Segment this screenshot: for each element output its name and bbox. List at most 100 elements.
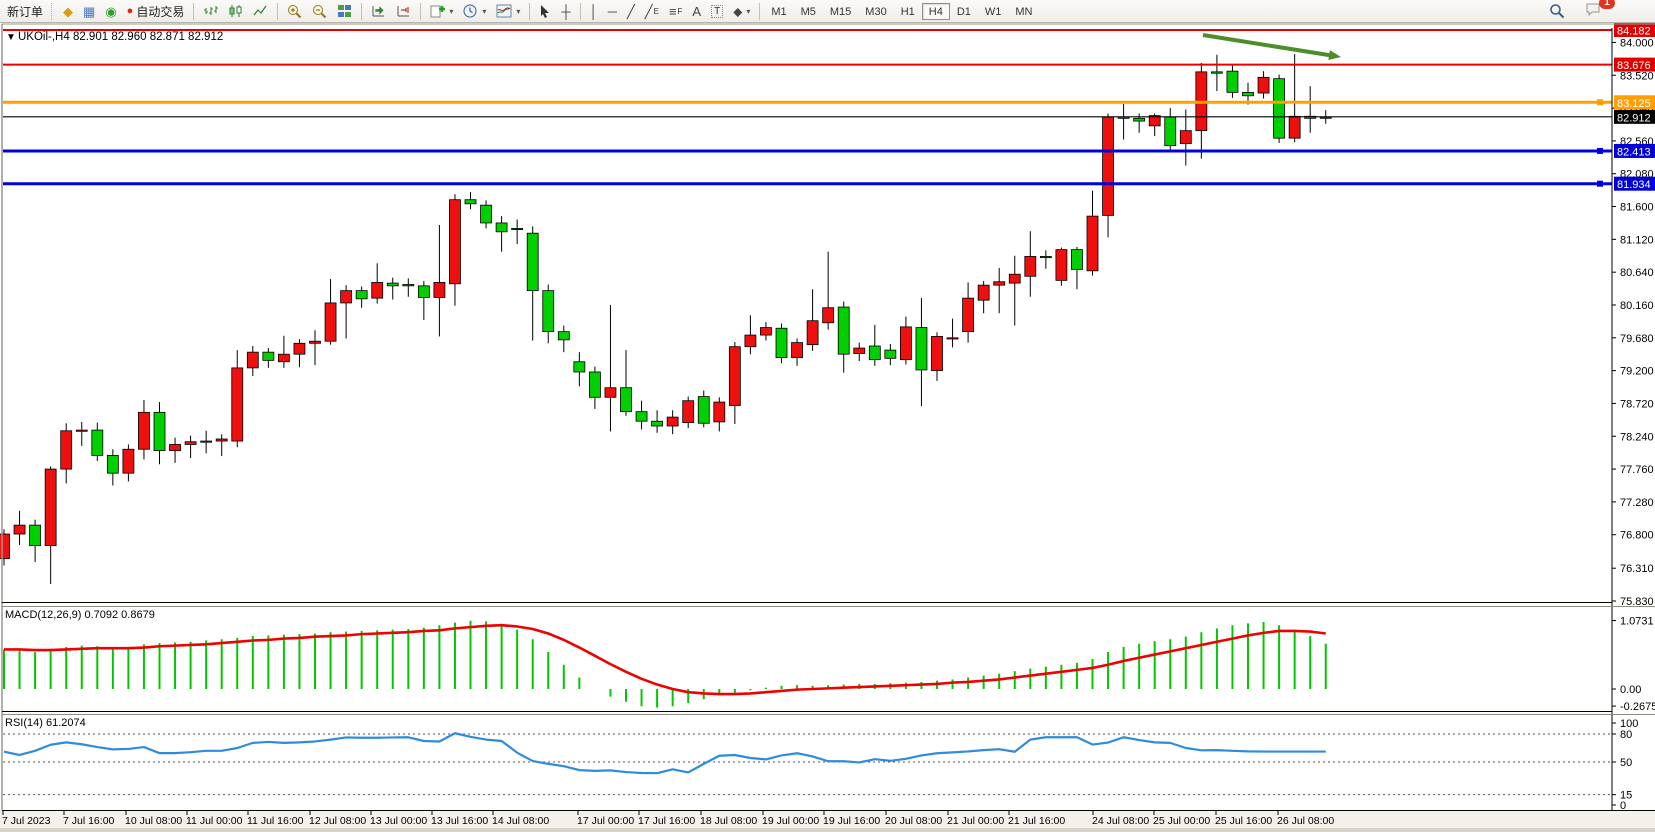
svg-text:84.182: 84.182 xyxy=(1617,26,1651,38)
chart-background xyxy=(0,23,1655,832)
svg-text:82.413: 82.413 xyxy=(1617,146,1651,158)
notifications-button[interactable]: 1 xyxy=(1580,0,1615,21)
svg-text:19 Jul 00:00: 19 Jul 00:00 xyxy=(762,815,819,827)
shapes-dropdown-button[interactable]: ⬥ ▾ xyxy=(728,1,755,21)
cursor-button[interactable] xyxy=(534,1,556,21)
new-order-button[interactable]: 新订单 xyxy=(2,1,48,21)
svg-text:84.000: 84.000 xyxy=(1620,37,1654,49)
tile-windows-button[interactable] xyxy=(332,1,357,21)
candlestick-chart-button[interactable] xyxy=(223,1,248,21)
channel-icon: ╱ xyxy=(644,3,653,19)
zoom-out-button[interactable] xyxy=(307,1,332,21)
periods-button[interactable]: ▾ xyxy=(458,1,491,21)
svg-text:80: 80 xyxy=(1620,729,1632,741)
chart-shift-button[interactable] xyxy=(391,1,416,21)
svg-text:83.676: 83.676 xyxy=(1617,60,1651,72)
price-axis[interactable]: 84.00083.52083.04082.56082.08081.60081.1… xyxy=(1612,23,1655,812)
toolbar-separator xyxy=(759,2,761,20)
templates-button[interactable]: ▾ xyxy=(491,1,525,21)
search-button[interactable] xyxy=(1544,1,1570,21)
toolbar-separator xyxy=(361,2,363,20)
chart-shift-icon xyxy=(397,6,410,17)
autotrade-icon: ● xyxy=(126,4,134,17)
zoom-in-icon xyxy=(288,4,302,18)
line-chart-button[interactable] xyxy=(248,1,273,21)
time-axis-strip[interactable] xyxy=(0,811,1655,828)
fibo-sub-label: F xyxy=(677,6,683,16)
indicators-add-icon xyxy=(430,5,446,18)
crosshair-icon: ┼ xyxy=(561,3,571,19)
svg-text:7 Jul 2023: 7 Jul 2023 xyxy=(2,815,51,827)
svg-text:78.240: 78.240 xyxy=(1620,431,1654,443)
svg-text:76.310: 76.310 xyxy=(1620,563,1654,575)
equidistant-channel-button[interactable]: ╱ E xyxy=(640,1,664,21)
svg-text:81.120: 81.120 xyxy=(1620,234,1654,246)
svg-text:25 Jul 16:00: 25 Jul 16:00 xyxy=(1215,815,1272,827)
svg-text:10 Jul 08:00: 10 Jul 08:00 xyxy=(125,815,182,827)
zoom-out-icon xyxy=(313,4,327,18)
svg-text:26 Jul 08:00: 26 Jul 08:00 xyxy=(1277,815,1334,827)
chart-title: UKOil-,H4 82.901 82.960 82.871 82.912 xyxy=(18,31,223,43)
svg-text:80.640: 80.640 xyxy=(1620,267,1654,279)
market-watch-icon: ◆ xyxy=(63,3,74,19)
toolbar-separator xyxy=(579,2,581,20)
dropdown-arrow-icon: ▾ xyxy=(516,6,521,16)
market-watch-button[interactable]: ◆ xyxy=(58,1,78,21)
signals-button[interactable]: ◉ xyxy=(100,1,121,21)
svg-text:18 Jul 08:00: 18 Jul 08:00 xyxy=(700,815,757,827)
dropdown-arrow-icon: ▾ xyxy=(746,6,751,16)
timeframe-h4-button[interactable]: H4 xyxy=(921,2,950,20)
text-button[interactable]: A xyxy=(687,1,706,21)
terminal-button[interactable]: ▦ xyxy=(78,1,100,21)
timeframe-mn-button[interactable]: MN xyxy=(1008,3,1039,20)
fibonacci-button[interactable]: ≡ F xyxy=(664,1,687,21)
autotrading-button[interactable]: ● 自动交易 xyxy=(122,1,190,21)
trendline-icon: ╱ xyxy=(626,3,635,19)
dropdown-arrow-icon: ▾ xyxy=(482,6,487,16)
auto-scroll-button[interactable] xyxy=(366,1,391,21)
svg-text:13 Jul 16:00: 13 Jul 16:00 xyxy=(431,815,488,827)
crosshair-button[interactable]: ┼ xyxy=(556,1,575,21)
svg-text:14 Jul 08:00: 14 Jul 08:00 xyxy=(492,815,549,827)
timeframe-m15-button[interactable]: M15 xyxy=(823,3,858,20)
svg-text:82.912: 82.912 xyxy=(1617,112,1651,124)
hline-handle[interactable] xyxy=(1597,147,1603,154)
bar-chart-button[interactable] xyxy=(198,1,223,21)
horizontal-line-icon: ─ xyxy=(607,3,617,19)
svg-text:100: 100 xyxy=(1620,718,1638,730)
zoom-in-button[interactable] xyxy=(282,1,307,21)
macd-label: MACD(12,26,9) 0.7092 0.8679 xyxy=(5,609,155,621)
hline-handle[interactable] xyxy=(1597,180,1603,187)
toolbar-separator xyxy=(420,2,422,20)
svg-text:79.680: 79.680 xyxy=(1620,333,1654,345)
toolbar-separator xyxy=(193,2,195,20)
toolbar-separator xyxy=(529,2,531,20)
indicators-button[interactable]: ▾ xyxy=(425,1,458,21)
terminal-icon: ▦ xyxy=(83,3,96,19)
indicator-levels xyxy=(3,733,1612,796)
timeframe-h1-button[interactable]: H1 xyxy=(894,3,922,20)
text-label-button[interactable]: T xyxy=(706,1,728,21)
svg-text:76.800: 76.800 xyxy=(1620,530,1654,542)
svg-text:20 Jul 08:00: 20 Jul 08:00 xyxy=(885,815,942,827)
timeframe-w1-button[interactable]: W1 xyxy=(978,3,1009,20)
bar-chart-icon xyxy=(204,6,219,15)
chart-collapse-icon[interactable]: ▼ xyxy=(6,32,16,43)
svg-text:79.200: 79.200 xyxy=(1620,366,1654,378)
macd-indicator xyxy=(3,620,1327,708)
timeframe-m5-button[interactable]: M5 xyxy=(794,3,823,20)
svg-text:78.720: 78.720 xyxy=(1620,398,1654,410)
timeframe-d1-button[interactable]: D1 xyxy=(950,3,978,20)
svg-text:0.00: 0.00 xyxy=(1620,684,1641,696)
hline-handle[interactable] xyxy=(1597,99,1603,106)
vertical-line-icon: │ xyxy=(589,3,598,19)
time-axis[interactable]: 7 Jul 2023 7 Jul 16:00 10 Jul 08:00 11 Jul … xyxy=(2,811,1334,827)
trendline-button[interactable]: ╱ xyxy=(622,1,640,21)
timeframe-m1-button[interactable]: M1 xyxy=(764,3,793,20)
timeframe-m30-button[interactable]: M30 xyxy=(858,3,893,20)
horizontal-line-objects[interactable] xyxy=(3,29,1612,187)
svg-text:19 Jul 16:00: 19 Jul 16:00 xyxy=(823,815,880,827)
trend-arrow-object[interactable] xyxy=(1202,33,1341,61)
horizontal-line-button[interactable]: ─ xyxy=(603,1,622,21)
vertical-line-button[interactable]: │ xyxy=(585,1,603,21)
